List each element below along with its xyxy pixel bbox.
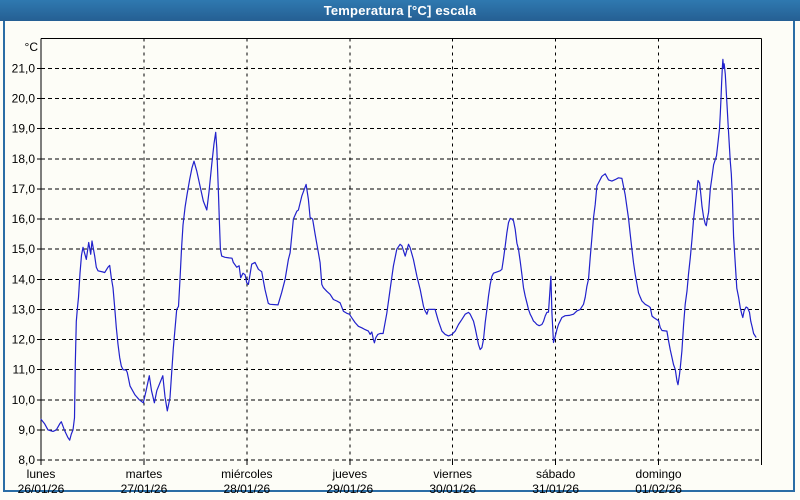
y-tick-label: 13,0 — [12, 302, 36, 316]
day-date-label: 01/02/26 — [635, 482, 682, 496]
day-date-label: 31/01/26 — [532, 482, 579, 496]
day-name-label: martes — [126, 467, 163, 481]
y-tick-label: 9,0 — [18, 423, 35, 437]
y-tick-label: 17,0 — [12, 182, 36, 196]
day-date-label: 28/01/26 — [223, 482, 270, 496]
axis-labels-layer: 8,0 9,0 10,0 11,0 12,0 13,0 14,0 15,0 16,0 17,0 18… — [12, 61, 683, 496]
temperature-line — [40, 58, 757, 441]
y-tick-label: 19,0 — [12, 122, 36, 136]
y-tick-label: 18,0 — [12, 152, 36, 166]
y-tick-label: 12,0 — [12, 333, 36, 347]
window-title-bar: Temperatura [°C] escala — [0, 0, 800, 21]
y-axis-unit-label: °C — [25, 40, 39, 54]
day-date-label: 30/01/26 — [429, 482, 476, 496]
window-frame — [3, 21, 795, 492]
y-tick-label: 8,0 — [18, 453, 35, 467]
axes-layer — [37, 37, 762, 465]
day-name-label: domingo — [636, 467, 682, 481]
y-tick-label: 16,0 — [12, 212, 36, 226]
day-name-label: viernes — [433, 467, 472, 481]
day-name-label: sábado — [536, 467, 576, 481]
gridlines-layer — [41, 38, 762, 461]
day-date-label: 29/01/26 — [326, 482, 373, 496]
y-tick-label: 11,0 — [13, 363, 36, 377]
series-layer — [40, 58, 757, 441]
y-tick-label: 14,0 — [12, 272, 36, 286]
day-name-label: miércoles — [221, 467, 272, 481]
window-title: Temperatura [°C] escala — [323, 3, 477, 18]
y-tick-label: 20,0 — [12, 92, 36, 106]
y-tick-label: 10,0 — [12, 393, 36, 407]
day-date-label: 26/01/26 — [18, 482, 65, 496]
day-name-label: lunes — [27, 467, 56, 481]
day-name-label: jueves — [331, 467, 367, 481]
y-tick-label: 15,0 — [12, 242, 36, 256]
day-date-label: 27/01/26 — [121, 482, 168, 496]
y-tick-label: 21,0 — [12, 61, 36, 75]
